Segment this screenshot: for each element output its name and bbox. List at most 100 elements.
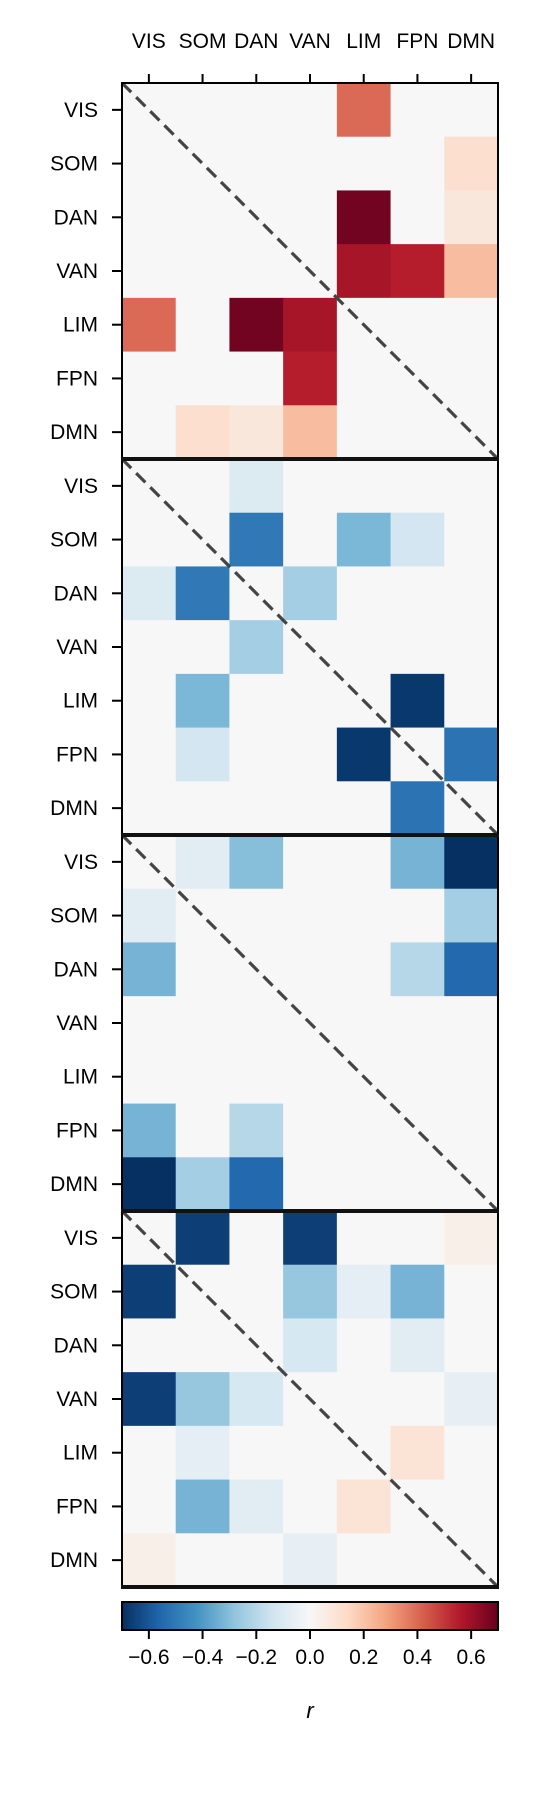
heatmap-cell — [229, 83, 284, 138]
heatmap-cell — [444, 566, 499, 621]
heatmap-cell — [122, 244, 177, 299]
heatmap-cell — [336, 835, 391, 890]
heatmap-cell — [444, 1211, 499, 1266]
heatmap-cell — [175, 996, 230, 1051]
heatmap-cell — [390, 673, 445, 728]
heatmap-cell — [336, 566, 391, 621]
heatmap-cell — [390, 1264, 445, 1319]
heatmap-cell — [229, 512, 284, 567]
column-label-dmn: DMN — [447, 30, 495, 53]
heatmap-cell — [175, 942, 230, 997]
colorbar-gradient — [121, 1601, 499, 1631]
heatmap-cell — [390, 835, 445, 890]
heatmap-cell — [444, 1049, 499, 1104]
heatmap-cell — [390, 459, 445, 514]
heatmap-cell — [122, 1318, 177, 1373]
heatmap-cell — [229, 1479, 284, 1534]
heatmap-cell — [390, 244, 445, 299]
heatmap-cell — [336, 1479, 391, 1534]
heatmap-cell — [444, 1318, 499, 1373]
heatmap-cell — [336, 781, 391, 836]
heatmap-cell — [390, 942, 445, 997]
heatmap-cell — [122, 673, 177, 728]
heatmap-cell — [229, 405, 284, 460]
heatmap-cell — [175, 405, 230, 460]
heatmap-cell — [336, 1211, 391, 1266]
heatmap-cell — [390, 512, 445, 567]
heatmap-cell — [175, 351, 230, 406]
row-label-dmn: DMN — [50, 421, 98, 444]
heatmap-cell — [229, 1533, 284, 1588]
heatmap-cell — [283, 1425, 338, 1480]
heatmap-cell — [283, 1157, 338, 1212]
heatmap-cell — [336, 1318, 391, 1373]
heatmap-cell — [444, 297, 499, 352]
heatmap-cell — [229, 673, 284, 728]
heatmap-cell — [122, 620, 177, 675]
heatmap-cell — [122, 727, 177, 782]
heatmap-cell — [122, 190, 177, 245]
heatmap-cell — [229, 1103, 284, 1158]
heatmap-cell — [336, 727, 391, 782]
heatmap-cell — [390, 1049, 445, 1104]
heatmap-cell — [444, 620, 499, 675]
row-label-van: VAN — [56, 636, 98, 659]
heatmap-cell — [444, 190, 499, 245]
heatmap-cell — [336, 1157, 391, 1212]
row-label-van: VAN — [56, 260, 98, 283]
heatmap-cell — [390, 566, 445, 621]
heatmap-cell — [444, 351, 499, 406]
heatmap-cell — [390, 888, 445, 943]
heatmap-cell — [336, 1264, 391, 1319]
row-label-fpn: FPN — [56, 367, 98, 390]
column-label-dan: DAN — [234, 30, 278, 53]
heatmap-cell — [336, 1372, 391, 1427]
heatmap-cell — [390, 1533, 445, 1588]
row-label-lim: LIM — [63, 314, 98, 337]
colorbar-tick-label: −0.6 — [128, 1646, 169, 1669]
heatmap-cell — [122, 351, 177, 406]
heatmap-cell — [283, 673, 338, 728]
heatmap-cell — [390, 136, 445, 191]
heatmap-cell — [390, 1372, 445, 1427]
heatmap-cell — [283, 1533, 338, 1588]
heatmap-cell — [229, 136, 284, 191]
colorbar-tick-label: 0.2 — [349, 1646, 378, 1669]
heatmap-cell — [336, 405, 391, 460]
row-label-van: VAN — [56, 1012, 98, 1035]
heatmap-cell — [175, 1533, 230, 1588]
row-label-dan: DAN — [54, 206, 98, 229]
column-label-vis: VIS — [132, 30, 166, 53]
heatmap-cell — [390, 996, 445, 1051]
heatmap-cell — [122, 996, 177, 1051]
heatmap-cell — [229, 1049, 284, 1104]
heatmap-cell — [444, 942, 499, 997]
diagonal-dashed-line — [120, 833, 500, 1213]
heatmap-cell — [444, 136, 499, 191]
heatmap-cell — [229, 620, 284, 675]
heatmap-cell — [444, 1264, 499, 1319]
column-label-lim: LIM — [346, 30, 381, 53]
heatmap-cell — [444, 244, 499, 299]
heatmap-cell — [283, 1211, 338, 1266]
heatmap-cell — [175, 1103, 230, 1158]
heatmap-cell — [283, 566, 338, 621]
colorbar-tick-label: 0.6 — [457, 1646, 486, 1669]
heatmap-cell — [336, 620, 391, 675]
heatmap-cell — [283, 1049, 338, 1104]
heatmap-cell — [283, 1264, 338, 1319]
heatmap-cell — [283, 512, 338, 567]
heatmap-cell — [336, 1533, 391, 1588]
heatmap-cell — [390, 405, 445, 460]
row-label-vis: VIS — [64, 1227, 98, 1250]
row-label-fpn: FPN — [56, 1119, 98, 1142]
heatmap-cell — [444, 727, 499, 782]
heatmap-cell — [336, 136, 391, 191]
row-label-dmn: DMN — [50, 1173, 98, 1196]
heatmap-cell — [175, 1425, 230, 1480]
row-label-lim: LIM — [63, 690, 98, 713]
heatmap-cell — [283, 1103, 338, 1158]
heatmap-cell — [283, 351, 338, 406]
row-label-lim: LIM — [63, 1066, 98, 1089]
